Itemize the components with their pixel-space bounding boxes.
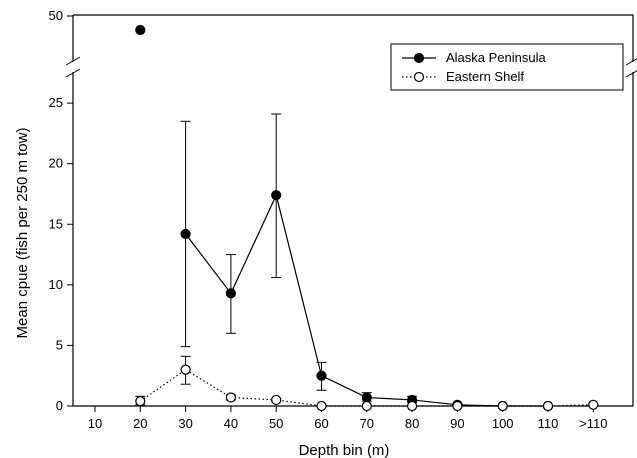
- series-line-alaska-peninsula: [185, 193, 548, 407]
- y-axis-title-group: Mean cpue (fish per 250 m tow): [14, 128, 31, 339]
- y-tick-label: 20: [49, 156, 63, 171]
- legend-label-eastern-shelf: Eastern Shelf: [446, 69, 524, 84]
- legend-label-alaska-peninsula: Alaska Peninsula: [446, 50, 546, 65]
- x-tick-label: 40: [224, 416, 238, 431]
- axis-break-lower-right: [625, 70, 637, 78]
- y-tick-label: 15: [49, 216, 63, 231]
- data-point-alaska-peninsula: [361, 392, 372, 403]
- x-axis-title: Depth bin (m): [299, 442, 390, 458]
- y-tick-label: 5: [56, 337, 63, 352]
- x-tick-label: 110: [538, 416, 559, 431]
- y-tick-label: 50: [49, 8, 63, 23]
- plot-frame: [72, 14, 634, 407]
- data-point-eastern-shelf: [542, 400, 554, 412]
- legend-marker-eastern-shelf: [413, 71, 425, 83]
- x-tick-label: 80: [405, 416, 419, 431]
- data-point-eastern-shelf: [225, 392, 236, 403]
- x-tick-label: 100: [492, 416, 514, 431]
- data-point-eastern-shelf: [135, 396, 146, 407]
- legend-box: [390, 43, 624, 91]
- legend: Alaska Peninsula Eastern Shelf: [390, 43, 624, 91]
- plot-area: 0 5 10 15 20 25 50 10 20 30 40 50 60 70 80 90 100 110 >110: [49, 8, 637, 431]
- x-tick-label: 30: [178, 416, 192, 431]
- data-point-eastern-shelf: [588, 399, 599, 410]
- data-point-eastern-shelf: [316, 400, 327, 412]
- data-point-alaska-peninsula: [316, 370, 327, 381]
- data-point-alaska-peninsula: [180, 228, 191, 240]
- data-point-eastern-shelf: [497, 400, 508, 412]
- data-point-eastern-shelf: [180, 364, 191, 375]
- y-tick-label: 10: [49, 277, 63, 292]
- data-point-eastern-shelf: [407, 400, 418, 412]
- y-tick-label: 0: [56, 398, 63, 413]
- x-tick-label: >110: [579, 416, 607, 431]
- data-point-eastern-shelf: [271, 394, 282, 406]
- x-tick-label: 90: [450, 416, 464, 431]
- y-tick-label: 25: [49, 95, 63, 110]
- x-tick-label: 20: [133, 416, 147, 431]
- axis-break-lower-left: [65, 68, 81, 78]
- x-tick-label: 70: [360, 416, 374, 431]
- data-point-alaska-peninsula: [271, 190, 282, 201]
- axis-break-upper-left: [65, 56, 81, 66]
- data-point-alaska-peninsula: [135, 24, 146, 36]
- y-axis-title: Mean cpue (fish per 250 m tow): [14, 128, 31, 339]
- axis-break-upper-right: [625, 58, 637, 66]
- legend-marker-alaska-peninsula: [413, 52, 425, 64]
- data-point-alaska-peninsula: [225, 288, 236, 299]
- x-tick-label: 50: [269, 416, 283, 431]
- data-point-eastern-shelf: [361, 400, 372, 412]
- x-tick-label: 10: [88, 416, 102, 431]
- x-tick-label: 60: [314, 416, 328, 431]
- data-point-eastern-shelf: [452, 400, 463, 412]
